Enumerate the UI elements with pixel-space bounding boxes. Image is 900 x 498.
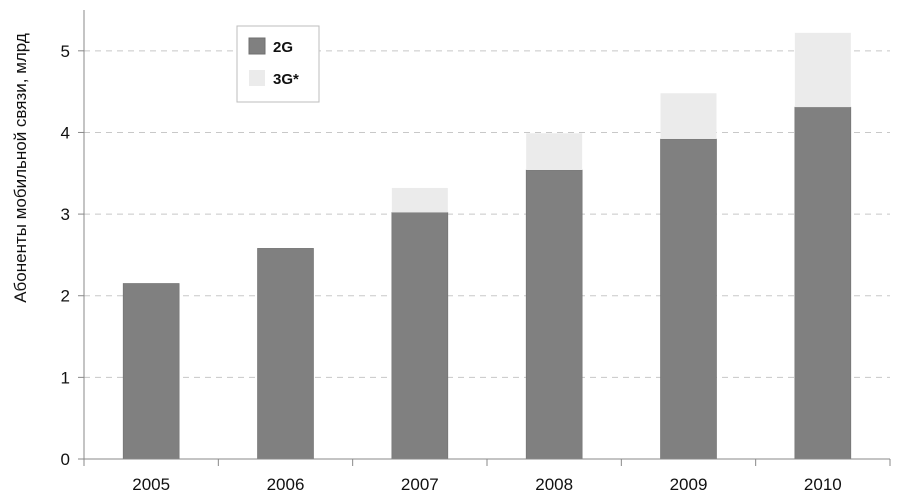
bar-2g-2009 [660,138,717,460]
legend: 2G 3G* [236,25,320,103]
bar-2g-2010 [794,106,852,460]
y-axis-title: Абоненты мобильной связи, млрд [11,33,30,303]
bar-2g-2006 [257,248,314,460]
bars [122,32,852,460]
y-tick-label: 2 [61,287,70,306]
x-tick-label: 2005 [132,475,170,494]
legend-label-2g: 2G [273,39,293,56]
y-tick-label: 4 [61,123,70,142]
legend-swatch-3g [249,70,265,86]
x-tick-labels: 2005 2006 2007 2008 2009 2010 [132,475,841,494]
x-tick-label: 2008 [535,475,573,494]
bar-2g-2008 [525,169,583,460]
bar-3g-2009 [660,93,717,139]
bar-3g-2008 [526,133,583,171]
bar-3g-2007 [391,187,448,213]
y-tick-label: 5 [61,42,70,61]
y-tick-label: 0 [61,450,70,469]
legend-swatch-2g [248,37,266,55]
bar-2g-2007 [391,212,449,460]
legend-box [236,25,320,103]
x-tick-label: 2009 [670,475,708,494]
x-tick-label: 2010 [804,475,842,494]
y-tick-label: 1 [61,368,70,387]
bar-2g-2005 [122,283,180,460]
x-tick-label: 2007 [401,475,439,494]
axes [83,10,891,466]
x-tick-label: 2006 [267,475,305,494]
grid-lines [84,50,890,378]
bar-3g-2010 [794,32,851,108]
y-tick-label: 3 [61,205,70,224]
legend-label-3g: 3G* [273,71,299,88]
y-tick-labels: 0 1 2 3 4 5 [61,42,84,469]
